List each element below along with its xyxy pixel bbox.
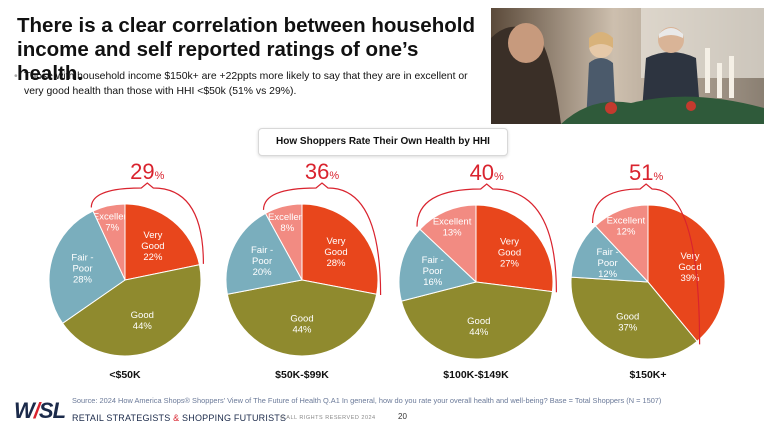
slice-label-very-good: Very Good 22% [141, 230, 164, 263]
pie-0: Excellent 7% Very Good 22% Good 44% Fair -Poor 2… [48, 159, 204, 381]
pie-1: Excellent 8% Very Good 28% Good 44% Fair -Poor 2… [225, 159, 382, 381]
pie-slice-good [226, 279, 378, 357]
pie-slice-fair-poor [225, 212, 303, 295]
slice-label-excellent: Excellent 13% [433, 216, 472, 238]
slice-label-very-good: Very Good 28% [324, 236, 347, 269]
slice-label-excellent: Excellent 12% [607, 216, 646, 238]
pie-slice-fair-poor [48, 210, 126, 325]
tagline-part-a: RETAIL STRATEGISTS [72, 413, 174, 423]
bracket [592, 183, 701, 345]
pie-2: Excellent 13% Very Good 27% Good 44% Fair -Poor… [398, 160, 557, 381]
slice-label-good: Good 44% [131, 310, 154, 332]
bullet-text: Those with household income $150k+ are +… [24, 71, 468, 97]
slice-label-fair-poor: Fair -Poor 16% [422, 255, 444, 288]
chart-title: How Shoppers Rate Their Own Health by HH… [258, 128, 508, 156]
pie-slice-very-good [475, 204, 554, 293]
slice-label-fair-poor: Fair -Poor 12% [597, 247, 619, 280]
slice-label-very-good: Very Good 27% [498, 237, 521, 270]
slice-label-good: Good 44% [467, 316, 490, 338]
combined-percentage: 29% [130, 159, 164, 184]
category-label: $150K+ [629, 369, 666, 381]
wsl-logo: W/SL [14, 398, 66, 424]
pie-slice-good [400, 281, 553, 360]
page-number: 20 [398, 412, 407, 421]
combined-percentage: 40% [470, 160, 504, 185]
source-note: Source: 2024 How America Shops® Shoppers… [72, 396, 662, 405]
pie-slice-fair-poor [398, 228, 478, 302]
slice-label-excellent: Excellent 7% [93, 212, 132, 234]
slice-label-very-good: Very Good 39% [678, 251, 701, 284]
combined-percentage: 51% [629, 160, 663, 185]
bullet-point: • Those with household income $150k+ are… [14, 69, 469, 99]
family-dinner-photo [491, 8, 764, 124]
logo-tagline: RETAIL STRATEGISTS & SHOPPING FUTURISTS [72, 413, 286, 423]
pie-slice-good [570, 276, 698, 360]
slice-label-fair-poor: Fair -Poor 20% [251, 245, 273, 278]
rights-reserved: © ALL RIGHTS RESERVED 2024 [280, 415, 376, 421]
slice-label-good: Good 37% [616, 311, 639, 333]
pie-slice-excellent [419, 204, 477, 284]
slide-title: There is a clear correlation between hou… [17, 14, 475, 85]
bracket [262, 182, 382, 296]
tagline-amp: & [173, 413, 180, 423]
logo-letters-a: W [14, 398, 35, 423]
slice-label-excellent: Excellent 8% [268, 212, 307, 234]
pie-slice-very-good [124, 203, 201, 281]
logo-slash: / [33, 398, 40, 423]
bracket [416, 183, 557, 293]
bullet-marker: • [14, 71, 18, 82]
logo-letters-b: SL [38, 398, 66, 423]
category-label: <$50K [109, 369, 141, 381]
pie-3: Excellent 12% Very Good 39% Good 37% Fair -Poor… [570, 160, 726, 381]
pie-slice-fair-poor [570, 225, 650, 283]
category-label: $100K-$149K [443, 369, 509, 381]
pie-slice-very-good [647, 204, 726, 343]
pie-slice-very-good [301, 203, 379, 295]
tagline-part-b: SHOPPING FUTURISTS [179, 413, 287, 423]
pie-slice-good [61, 264, 202, 357]
combined-percentage: 36% [305, 159, 339, 184]
bracket [90, 182, 204, 264]
slice-label-good: Good 44% [290, 314, 313, 336]
slice-label-fair-poor: Fair -Poor 28% [71, 253, 93, 286]
category-label: $50K-$99K [275, 369, 329, 381]
